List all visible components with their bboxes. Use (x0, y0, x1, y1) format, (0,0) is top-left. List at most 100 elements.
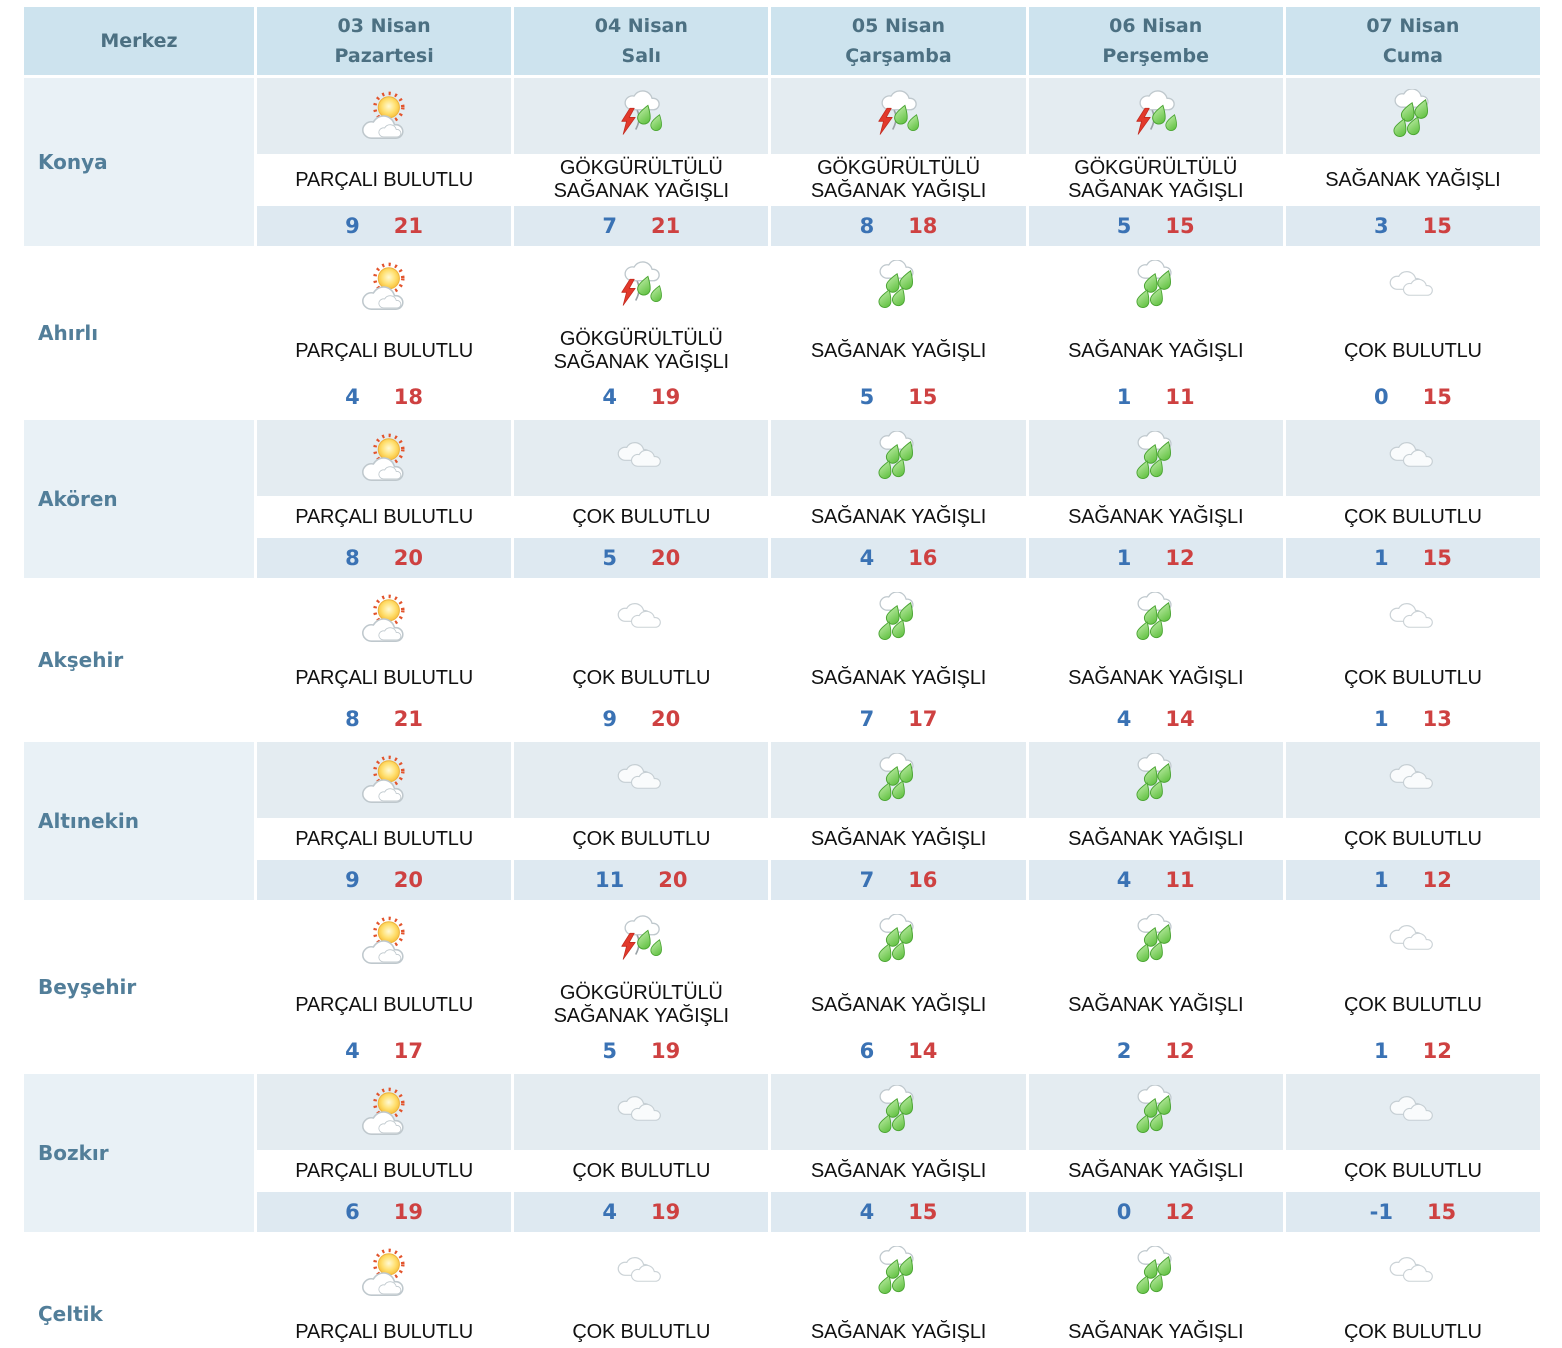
condition-label: PARÇALI BULUTLU (295, 1320, 473, 1343)
rain-icon (867, 914, 929, 968)
icon-band (514, 1235, 769, 1311)
weather-forecast-table: Merkez 03 Nisan Pazartesi 04 Nisan Salı … (24, 7, 1540, 1348)
icon-band (1028, 78, 1283, 154)
day-header-weekday: Pazartesi (334, 45, 434, 67)
min-temperature: 1 (1373, 707, 1389, 731)
min-temperature: 1 (1116, 546, 1132, 570)
description-band: ÇOK BULUTLU (1285, 657, 1540, 699)
icon-band (1285, 1074, 1540, 1150)
icon-band (1028, 903, 1283, 979)
icon-band (1028, 1074, 1283, 1150)
condition-label: SAĞANAK YAĞIŞLI (810, 1320, 987, 1343)
min-temperature: 3 (1373, 214, 1389, 238)
description-band: ÇOK BULUTLU (1285, 818, 1540, 860)
condition-label: PARÇALI BULUTLU (295, 666, 473, 689)
day-header: 03 Nisan Pazartesi (257, 7, 512, 75)
min-temperature: 1 (1116, 385, 1132, 409)
min-temperature: 4 (859, 1200, 875, 1224)
description-band: ÇOK BULUTLU (514, 818, 769, 860)
description-band: SAĞANAK YAĞIŞLI (771, 657, 1026, 699)
condition-label: SAĞANAK YAĞIŞLI (1068, 339, 1244, 362)
max-temperature: 14 (908, 1039, 938, 1063)
forecast-cell: SAĞANAK YAĞIŞLI 4 14 (1028, 581, 1283, 739)
description-band: SAĞANAK YAĞIŞLI (771, 818, 1026, 860)
max-temperature: 15 (1422, 214, 1452, 238)
max-temperature: 18 (908, 214, 938, 238)
partly-cloudy-icon (353, 592, 415, 646)
temperature-band: 1 12 (1028, 538, 1283, 578)
temperature-band: 7 17 (771, 699, 1026, 739)
temperature-band: 4 18 (257, 377, 512, 417)
condition-label: SAĞANAK YAĞIŞLI (810, 993, 987, 1016)
min-temperature: 9 (345, 868, 360, 892)
icon-band (771, 78, 1026, 154)
temperature-band: 11 20 (514, 860, 769, 900)
cloudy-icon (1382, 753, 1444, 807)
icon-band (514, 903, 769, 979)
condition-label: PARÇALI BULUTLU (295, 505, 473, 528)
condition-label: SAĞANAK YAĞIŞLI (810, 505, 987, 528)
rain-icon (1125, 914, 1187, 968)
day-header-weekday: Cuma (1382, 45, 1443, 67)
description-band: GÖKGÜRÜLTÜLÜ SAĞANAK YAĞIŞLI (514, 325, 769, 377)
min-temperature: 9 (602, 707, 617, 731)
max-temperature: 21 (650, 214, 681, 238)
temperature-band: 4 11 (1028, 860, 1283, 900)
forecast-cell: ÇOK BULUTLU 5 20 (514, 420, 769, 578)
description-band: SAĞANAK YAĞIŞLI (1028, 1311, 1283, 1348)
icon-band (771, 1235, 1026, 1311)
temperature-band: 1 12 (1285, 860, 1540, 900)
day-header-weekday: Salı (621, 45, 662, 67)
description-band: ÇOK BULUTLU (1285, 1311, 1540, 1348)
max-temperature: 17 (908, 707, 938, 731)
icon-band (257, 78, 512, 154)
icon-band (257, 1074, 512, 1150)
rain-icon (867, 592, 929, 646)
description-band: SAĞANAK YAĞIŞLI (1028, 496, 1283, 538)
temperature-band: 0 12 (1028, 1192, 1283, 1232)
icon-band (514, 1074, 769, 1150)
forecast-cell: SAĞANAK YAĞIŞLI 1 12 (1028, 420, 1283, 578)
icon-band (1285, 420, 1540, 496)
temperature-band: 4 14 (1028, 699, 1283, 739)
max-temperature: 20 (650, 546, 681, 570)
min-temperature: -1 (1369, 1200, 1393, 1224)
min-temperature: 7 (602, 214, 617, 238)
description-band: ÇOK BULUTLU (1285, 496, 1540, 538)
condition-label: SAĞANAK YAĞIŞLI (810, 339, 987, 362)
description-band: ÇOK BULUTLU (1285, 325, 1540, 377)
max-temperature: 21 (393, 214, 424, 238)
thunderstorm-icon (867, 89, 929, 143)
forecast-cell: GÖKGÜRÜLTÜLÜ SAĞANAK YAĞIŞLI 5 15 (1028, 78, 1283, 246)
rain-icon (867, 260, 929, 314)
temperature-band: 2 12 (1028, 1031, 1283, 1071)
condition-label: ÇOK BULUTLU (572, 505, 711, 528)
icon-band (1285, 249, 1540, 325)
city-name: Ahırlı (24, 249, 254, 417)
max-temperature: 15 (908, 1200, 938, 1224)
icon-band (257, 249, 512, 325)
description-band: SAĞANAK YAĞIŞLI (771, 1311, 1026, 1348)
forecast-cell: PARÇALI BULUTLU 9 20 (257, 742, 512, 900)
max-temperature: 18 (393, 385, 424, 409)
rain-icon (867, 1085, 929, 1139)
condition-label: SAĞANAK YAĞIŞLI (1325, 168, 1501, 191)
temperature-band: 6 19 (257, 1192, 512, 1232)
description-band: GÖKGÜRÜLTÜLÜ SAĞANAK YAĞIŞLI (514, 154, 769, 206)
condition-label: PARÇALI BULUTLU (295, 993, 473, 1016)
max-temperature: 19 (650, 385, 681, 409)
city-name: Beyşehir (24, 903, 254, 1071)
max-temperature: 11 (1165, 868, 1195, 892)
max-temperature: 12 (1165, 1039, 1195, 1063)
icon-band (771, 420, 1026, 496)
forecast-cell: ÇOK BULUTLU 1 12 (1285, 742, 1540, 900)
max-temperature: 12 (1165, 1200, 1195, 1224)
forecast-cell: PARÇALI BULUTLU 8 21 (257, 1235, 512, 1348)
description-band: ÇOK BULUTLU (1285, 1150, 1540, 1192)
forecast-cell: SAĞANAK YAĞIŞLI 4 15 (771, 1074, 1026, 1232)
icon-band (514, 420, 769, 496)
cloudy-icon (610, 592, 672, 646)
rain-icon (867, 1246, 929, 1300)
temperature-band: 4 15 (771, 1192, 1026, 1232)
condition-label: PARÇALI BULUTLU (295, 339, 473, 362)
